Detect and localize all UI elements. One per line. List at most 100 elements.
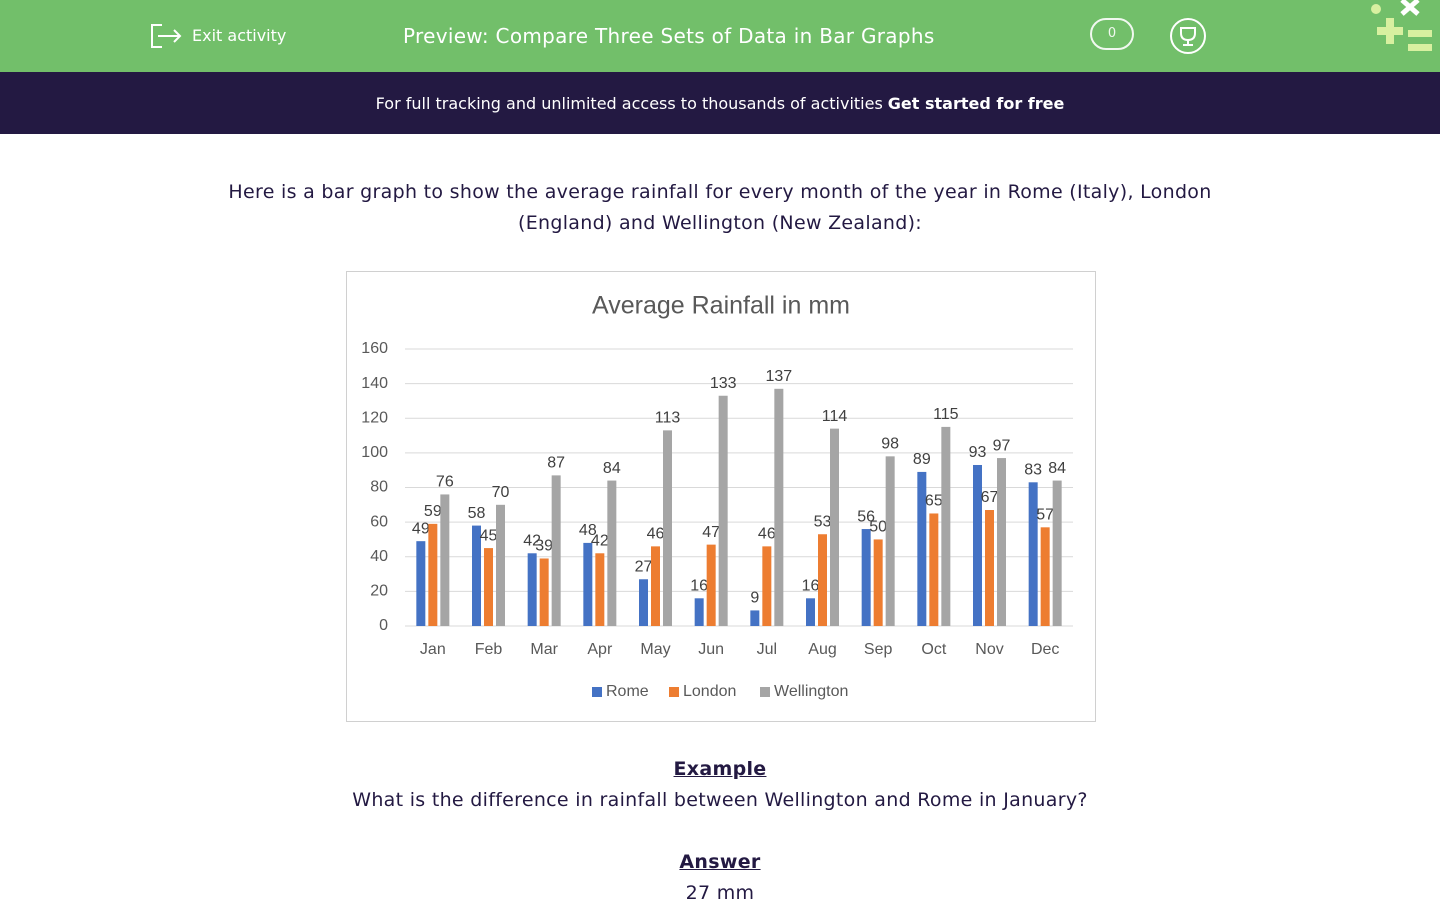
data-label: 89 bbox=[913, 451, 931, 468]
bar bbox=[595, 553, 605, 626]
x-tick-label: Dec bbox=[1031, 641, 1059, 658]
data-label: 76 bbox=[436, 474, 454, 491]
x-tick-label: May bbox=[640, 641, 670, 658]
bar bbox=[830, 428, 839, 626]
bar bbox=[762, 546, 772, 626]
data-label: 47 bbox=[702, 524, 720, 541]
data-label: 65 bbox=[925, 493, 943, 510]
data-label: 45 bbox=[480, 527, 498, 544]
x-tick-label: Jan bbox=[420, 641, 446, 658]
data-label: 53 bbox=[814, 513, 832, 530]
y-tick-label: 140 bbox=[361, 375, 388, 392]
trophy-button[interactable] bbox=[1169, 17, 1207, 55]
data-label: 97 bbox=[993, 437, 1011, 454]
y-tick-label: 100 bbox=[361, 444, 388, 461]
bar bbox=[639, 579, 648, 626]
data-label: 39 bbox=[535, 538, 553, 555]
legend-key bbox=[592, 687, 602, 697]
activity-title: Preview: Compare Three Sets of Data in B… bbox=[403, 24, 935, 48]
data-label: 133 bbox=[710, 375, 737, 392]
get-started-link[interactable]: Get started for free bbox=[887, 93, 1065, 113]
y-tick-label: 40 bbox=[370, 548, 388, 565]
data-label: 16 bbox=[802, 578, 820, 595]
bar bbox=[1040, 527, 1050, 626]
bar bbox=[718, 395, 728, 626]
data-label: 56 bbox=[857, 508, 875, 525]
bar bbox=[941, 426, 951, 626]
bar bbox=[484, 548, 493, 626]
data-label: 57 bbox=[1036, 507, 1054, 524]
data-label: 83 bbox=[1024, 462, 1042, 479]
bar bbox=[583, 542, 593, 626]
bar bbox=[774, 388, 784, 626]
data-label: 93 bbox=[969, 444, 987, 461]
x-tick-label: Aug bbox=[808, 641, 836, 658]
example-question: What is the difference in rainfall betwe… bbox=[352, 789, 1088, 811]
banner: For full tracking and unlimited access t… bbox=[0, 72, 1440, 134]
y-tick-label: 160 bbox=[361, 340, 388, 357]
chart-title: Average Rainfall in mm bbox=[592, 292, 850, 320]
bar bbox=[496, 504, 505, 626]
bar bbox=[663, 430, 672, 626]
y-tick-label: 20 bbox=[370, 583, 388, 600]
bar bbox=[861, 529, 871, 626]
answer: 27 mm bbox=[685, 882, 755, 904]
data-label: 115 bbox=[933, 406, 959, 423]
data-label: 42 bbox=[591, 533, 609, 550]
bar bbox=[873, 539, 883, 626]
question: Here is a bar graph to show the average … bbox=[228, 181, 1212, 234]
data-label: 137 bbox=[765, 368, 792, 385]
bar bbox=[651, 546, 660, 626]
y-tick-label: 120 bbox=[361, 409, 388, 426]
bar bbox=[706, 544, 716, 626]
data-label: 113 bbox=[655, 410, 681, 427]
data-label: 27 bbox=[635, 558, 653, 575]
legend-key bbox=[669, 687, 679, 697]
x-tick-label: Jul bbox=[757, 641, 777, 658]
x-tick-label: Feb bbox=[475, 641, 503, 658]
bar bbox=[917, 471, 927, 626]
logo bbox=[1371, 0, 1432, 51]
data-label: 9 bbox=[750, 590, 759, 607]
exit-icon[interactable] bbox=[148, 22, 184, 50]
header: Exit activity Preview: Compare Three Set… bbox=[0, 0, 1440, 72]
data-label: 50 bbox=[869, 519, 887, 536]
data-label: 46 bbox=[647, 526, 665, 543]
bar bbox=[416, 541, 426, 626]
bar bbox=[806, 598, 815, 626]
data-label: 84 bbox=[603, 460, 621, 477]
x-tick-label: Mar bbox=[530, 641, 558, 658]
data-label: 67 bbox=[981, 489, 999, 506]
data-label: 114 bbox=[822, 408, 848, 425]
data-label: 87 bbox=[547, 455, 565, 472]
legend-key bbox=[760, 687, 770, 697]
example-heading: Example bbox=[673, 758, 767, 780]
bar bbox=[440, 494, 450, 626]
data-label: 58 bbox=[468, 505, 486, 522]
y-tick-label: 60 bbox=[370, 513, 388, 530]
data-label: 59 bbox=[424, 503, 442, 520]
bar bbox=[472, 525, 481, 626]
score: 0 bbox=[1090, 18, 1134, 50]
x-tick-label: Jun bbox=[698, 641, 724, 658]
bar bbox=[973, 464, 982, 626]
data-label: 48 bbox=[579, 522, 597, 539]
chart: Average Rainfall in mm 0 20 40 60 80 100 120 14… bbox=[346, 271, 1096, 722]
y-tick-label: 0 bbox=[379, 617, 388, 634]
x-tick-label: Sep bbox=[864, 641, 893, 658]
bar bbox=[997, 458, 1006, 626]
data-label: 49 bbox=[412, 520, 430, 537]
bar bbox=[428, 523, 438, 626]
data-label: 16 bbox=[690, 578, 708, 595]
x-tick-label: Nov bbox=[975, 641, 1003, 658]
answer-heading: Answer bbox=[679, 851, 761, 873]
x-tick-label: Apr bbox=[587, 641, 613, 658]
legend-label: Rome bbox=[606, 683, 649, 700]
bar bbox=[985, 510, 994, 626]
bar bbox=[551, 475, 561, 626]
data-label: 46 bbox=[758, 526, 776, 543]
bar bbox=[1028, 482, 1038, 626]
data-label: 84 bbox=[1048, 460, 1066, 477]
exit-activity[interactable]: Exit activity bbox=[192, 26, 287, 45]
